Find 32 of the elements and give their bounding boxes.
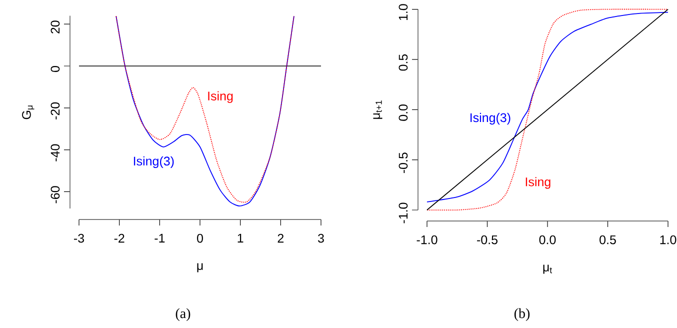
y-tick-label: 0.5 [398,54,408,71]
x-tick-label: -1 [154,234,165,242]
text: (a) [176,308,190,321]
y-tick-label: 0 [50,66,60,72]
x-tick-label: 0.0 [539,235,556,244]
x-axis-title: μ [197,263,203,272]
y-tick-label: 0.0 [398,104,408,121]
series-label: Ising [526,177,550,189]
x-tick-label: -2 [114,234,124,243]
x-tick-label: -3 [74,234,84,243]
text: (b) [514,308,530,321]
series-label: Ising(3) [134,156,174,168]
x-tick-label: 0.5 [600,235,616,244]
x-tick-label: -1.0 [416,235,438,244]
x-tick-label: 0 [197,234,203,243]
y-tick-label: -1.0 [398,202,408,224]
y-tick-label: -60 [50,186,60,204]
y-tick-label: -0.5 [398,152,408,174]
x-tick-label: -0.5 [477,235,498,244]
series-label: Ising [208,91,233,103]
y-tick-label: 1.0 [398,4,408,20]
series-label: Ising(3) [470,112,510,125]
x-axis-title: μ$_{t}$ [543,264,552,274]
x-tick-label: 1 [238,234,244,242]
x-tick-label: 3 [318,234,324,243]
y-tick-label: -40 [50,144,60,162]
y-tick-label: 20 [50,20,60,34]
x-tick-label: 1.0 [660,235,676,244]
y-tick-label: -20 [50,102,60,120]
y-axis-title: μ$_{t+1}$ [373,100,382,119]
x-tick-label: 2 [278,234,284,243]
y-axis-title: G$_{μ}$ [22,106,34,120]
